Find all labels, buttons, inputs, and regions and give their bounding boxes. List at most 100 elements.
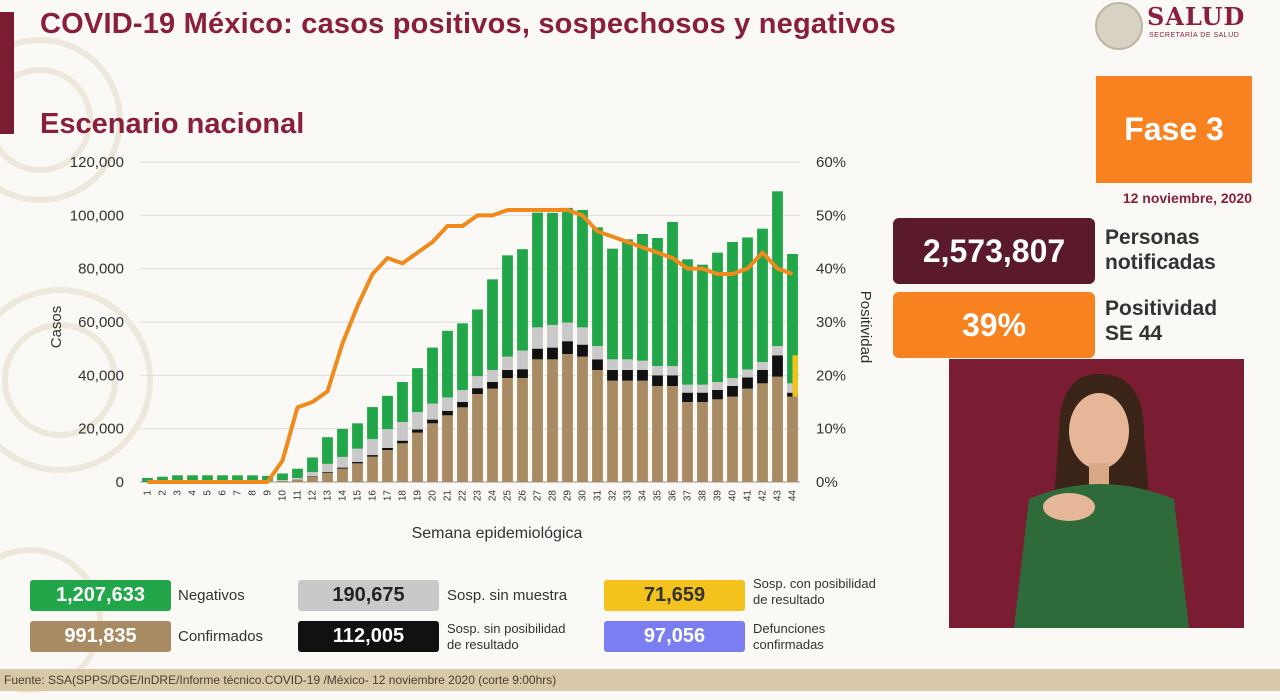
bar-segment: [307, 472, 318, 477]
legend-sosp-con-pos-line2: de resultado: [753, 592, 825, 607]
bar-segment: [157, 476, 168, 482]
bar-segment: [682, 392, 693, 402]
bar-segment: [652, 366, 663, 376]
bar-segment: [427, 419, 438, 424]
bar-segment: [517, 350, 528, 370]
fase-badge: Fase 3: [1096, 76, 1252, 183]
bar-segment: [727, 242, 738, 378]
bar-segment: [772, 355, 783, 377]
y2-axis-ticks: 0% 10% 20% 30% 40% 50% 60%: [816, 154, 846, 491]
positividad-label-line1: Positividad: [1105, 297, 1218, 320]
positivity-line: [147, 208, 794, 484]
bar-segment: [772, 346, 783, 356]
bar-segment: [352, 463, 363, 482]
bar-segment: [562, 354, 573, 482]
bar-segment: [247, 475, 258, 482]
interpreter-body: [1014, 484, 1189, 628]
positividad-label-line2: SE 44: [1105, 322, 1163, 345]
logo-subtext: SECRETARÍA DE SALUD: [1149, 32, 1240, 39]
bar-segment: [727, 386, 738, 397]
y-tick-label: 80,000: [78, 261, 124, 278]
positividad-label: Positividad SE 44: [1105, 296, 1217, 346]
y-tick-label: 40,000: [78, 367, 124, 384]
x-tick-label: 31: [593, 490, 604, 502]
bar-segment: [592, 346, 603, 360]
x-tick-label: 28: [548, 490, 559, 502]
bar-segment: [622, 370, 633, 381]
x-tick-label: 13: [323, 490, 334, 502]
x-tick-label: 14: [338, 490, 349, 502]
interpreter-face: [1069, 393, 1129, 469]
bar-segment: [697, 392, 708, 402]
y2-tick-label: 10%: [816, 421, 846, 438]
bar-segment: [547, 212, 558, 325]
legend-sosp-sin-muestra-box: 190,675: [298, 580, 439, 611]
legend-defunciones-line1: Defunciones: [753, 621, 826, 636]
x-tick-label: 30: [578, 490, 589, 502]
bar-segment: [757, 362, 768, 370]
x-tick-label: 9: [263, 490, 274, 496]
bar-segment: [577, 327, 588, 345]
bar-segment: [607, 370, 618, 381]
bar-segment: [532, 212, 543, 328]
bar-segment: [427, 403, 438, 420]
bar-segment: [322, 472, 333, 482]
x-tick-label: 6: [218, 490, 229, 496]
bar-segment: [352, 448, 363, 462]
bar-segment: [697, 402, 708, 482]
y2-tick-label: 40%: [816, 261, 846, 278]
bar-segment: [307, 457, 318, 473]
y2-tick-label: 30%: [816, 314, 846, 331]
bar-segment: [652, 375, 663, 386]
bar-segment: [727, 396, 738, 482]
bar-segment: [457, 323, 468, 390]
bar-segment: [412, 432, 423, 482]
x-tick-label: 1: [143, 490, 154, 496]
bar-segment: [277, 480, 288, 482]
bar-segment: [367, 439, 378, 456]
bar-segment: [532, 348, 543, 360]
bar-segment: [742, 237, 753, 370]
bar-segment: [457, 407, 468, 482]
salud-logo: SALUD SECRETARÍA DE SALUD: [1095, 0, 1280, 50]
x-tick-label: 42: [758, 490, 769, 502]
positividad-box: 39%: [893, 292, 1095, 358]
bar-segment: [637, 380, 648, 482]
bar-segment: [172, 475, 183, 482]
bar-segment: [397, 422, 408, 441]
x-tick-label: 16: [368, 490, 379, 502]
x-tick-label: 39: [713, 490, 724, 502]
bar-segment: [562, 207, 573, 323]
bar-segment: [367, 407, 378, 440]
x-tick-label: 41: [743, 490, 754, 502]
bar-segment: [337, 428, 348, 457]
bar-segment: [712, 390, 723, 400]
x-tick-label: 29: [563, 490, 574, 502]
bar-segment: [472, 388, 483, 394]
bar-segment: [607, 359, 618, 370]
bar-segment: [727, 378, 738, 386]
bar-segment: [622, 239, 633, 360]
bar-segment: [652, 238, 663, 366]
bar-segment: [322, 437, 333, 464]
bar-segment: [202, 475, 213, 482]
notificadas-label: Personas notificadas: [1105, 225, 1216, 275]
bar-segment: [412, 368, 423, 413]
x-tick-label: 20: [428, 490, 439, 502]
bar-segment: [697, 384, 708, 393]
bar-segment: [322, 463, 333, 472]
bar-segment: [427, 347, 438, 404]
bar-segment: [682, 259, 693, 385]
bar-segment: [457, 402, 468, 408]
bar-segment: [352, 462, 363, 464]
y-tick-label: 20,000: [78, 421, 124, 438]
bar-segment: [742, 388, 753, 482]
bar-segment: [277, 480, 288, 481]
x-tick-label: 44: [788, 490, 799, 502]
bar-segment: [457, 390, 468, 402]
x-tick-label: 10: [278, 490, 289, 502]
bar-segment: [337, 467, 348, 469]
bar-segment: [367, 456, 378, 482]
bar-segment: [442, 397, 453, 411]
bar-segment: [532, 327, 543, 349]
